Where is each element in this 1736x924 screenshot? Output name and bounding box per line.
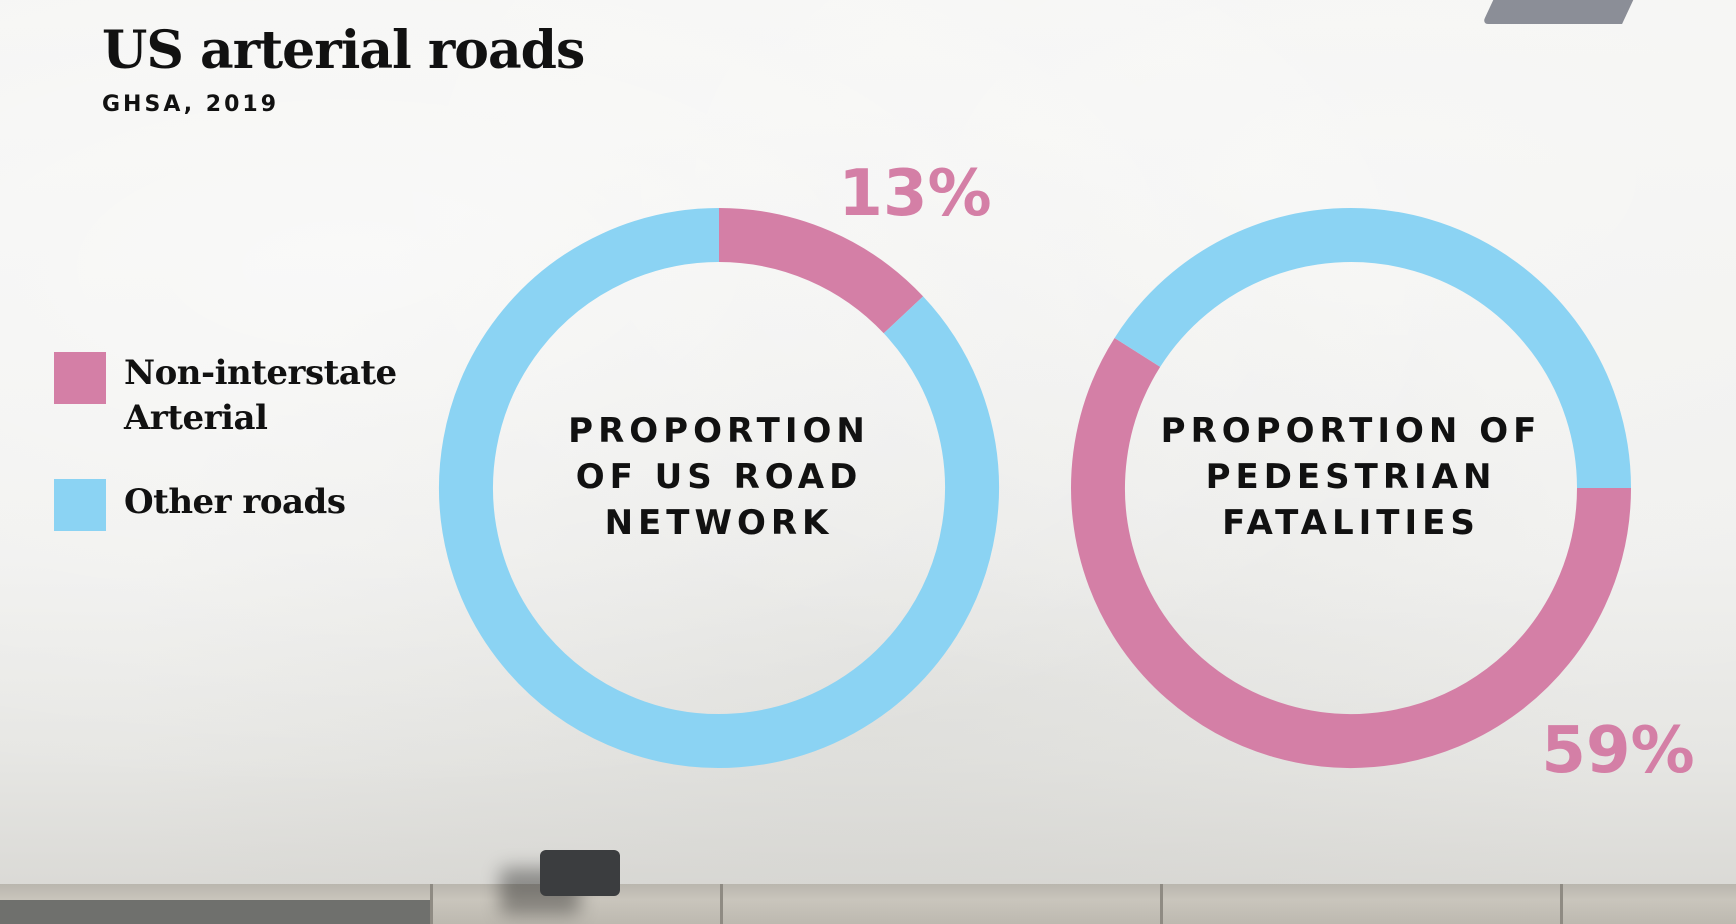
donut-center-label-line: PROPORTION OF [1161, 411, 1542, 451]
utility-box [540, 850, 620, 896]
donut-center-label-line: FATALITIES [1222, 503, 1480, 543]
legend-swatch-non-interstate-arterial [54, 352, 106, 404]
curb [0, 900, 430, 924]
donut-center-label-line: NETWORK [605, 503, 834, 543]
legend-label-line: Other roads [124, 482, 346, 522]
donut-center-label-line: PROPORTION [568, 411, 870, 451]
donut-center-label-line: OF US ROAD [576, 457, 863, 497]
sidewalk-joint [1560, 884, 1563, 924]
legend-label-line: Non-interstate [124, 353, 397, 393]
donut-slice-non-interstate-arterial [718, 208, 924, 334]
donut-slice-non-interstate-arterial [1071, 338, 1631, 769]
legend-label-other-roads: Other roads [124, 480, 444, 525]
donut-percent-label: 59% [1541, 714, 1694, 788]
chart-title: US arterial roads [102, 20, 585, 81]
donut-center-label-line: PEDESTRIAN [1206, 457, 1497, 497]
legend-swatch-other-roads [54, 479, 106, 531]
sidewalk-joint [1160, 884, 1163, 924]
legend-label-line: Arterial [124, 398, 268, 438]
chart-subtitle: GHSA, 2019 [102, 92, 279, 117]
sidewalk-joint [720, 884, 723, 924]
donut-slice-other-roads [439, 208, 999, 768]
donut-percent-label: 13% [838, 157, 991, 231]
donut-slice-other-roads [1114, 208, 1631, 489]
sidewalk-joint [430, 884, 433, 924]
legend-label-non-interstate-arterial: Non-interstate Arterial [124, 351, 444, 441]
